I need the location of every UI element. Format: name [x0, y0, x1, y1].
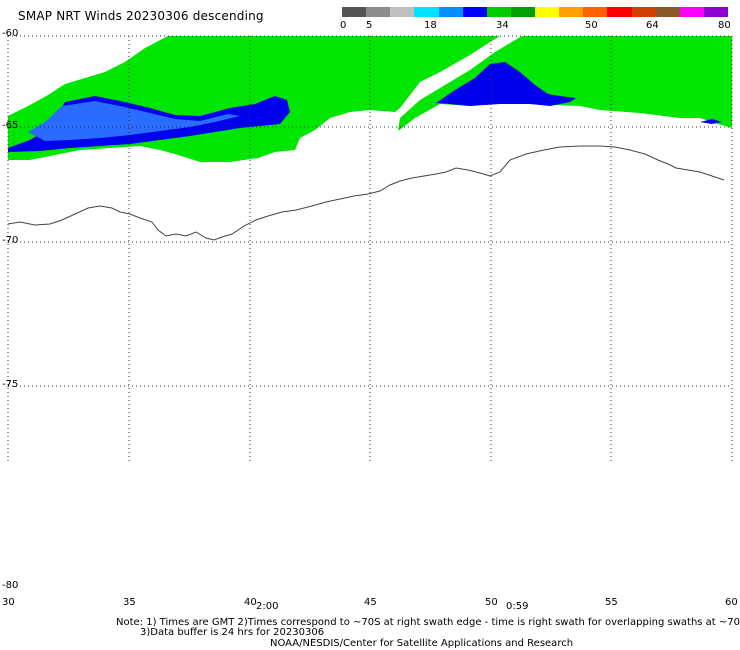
legend-swatch: [631, 7, 656, 17]
lon-label-40: 40: [244, 597, 257, 608]
legend-swatch: [703, 7, 728, 17]
legend-swatch: [462, 7, 487, 17]
legend-swatch: [438, 7, 463, 17]
wind-speed-color-legend: [342, 7, 728, 17]
legend-swatch: [607, 7, 632, 17]
note-line-1: Note: 1) Times are GMT 2)Times correspon…: [116, 617, 740, 628]
legend-swatch: [679, 7, 704, 17]
legend-label-5: 5: [366, 20, 373, 31]
legend-swatch: [535, 7, 560, 17]
legend-swatch: [366, 7, 391, 17]
legend-swatch: [486, 7, 511, 17]
lon-label-30: 30: [2, 597, 15, 608]
legend-label-50: 50: [585, 20, 598, 31]
lat-label-60: -60: [2, 28, 19, 39]
lat-label-75: -75: [2, 379, 19, 390]
legend-swatch: [390, 7, 415, 17]
legend-swatch: [414, 7, 439, 17]
lon-label-55: 55: [605, 597, 618, 608]
wind-swath-right-green: [398, 36, 732, 131]
lat-label-70: -70: [2, 235, 19, 246]
map-title: SMAP NRT Winds 20230306 descending: [18, 9, 264, 23]
lon-label-60: 60: [725, 597, 738, 608]
lon-label-45: 45: [364, 597, 377, 608]
wind-swath-right-edge-blue: [700, 119, 722, 124]
legend-swatch: [583, 7, 608, 17]
legend-label-0: 0: [340, 20, 347, 31]
lat-label-65: -65: [2, 120, 19, 131]
legend-label-18: 18: [424, 20, 437, 31]
legend-label-80: 80: [718, 20, 731, 31]
antarctic-coastline: [7, 145, 725, 241]
swath-time-right: 0:59: [506, 601, 529, 612]
lon-label-35: 35: [123, 597, 136, 608]
legend-label-34: 34: [496, 20, 509, 31]
legend-swatch: [655, 7, 680, 17]
note-line-2: 3)Data buffer is 24 hrs for 20230306: [140, 627, 325, 638]
swath-time-left: 2:00: [256, 601, 279, 612]
legend-swatch: [342, 7, 367, 17]
wind-swath-right-blue: [436, 62, 576, 106]
legend-label-64: 64: [646, 20, 659, 31]
legend-swatch: [510, 7, 535, 17]
map-graticule: [7, 35, 733, 464]
lat-label-80: -80: [2, 580, 19, 591]
lon-label-50: 50: [485, 597, 498, 608]
wind-swath-left-blue-light: [28, 101, 240, 141]
legend-swatch: [559, 7, 584, 17]
note-line-3: NOAA/NESDIS/Center for Satellite Applica…: [270, 638, 574, 649]
